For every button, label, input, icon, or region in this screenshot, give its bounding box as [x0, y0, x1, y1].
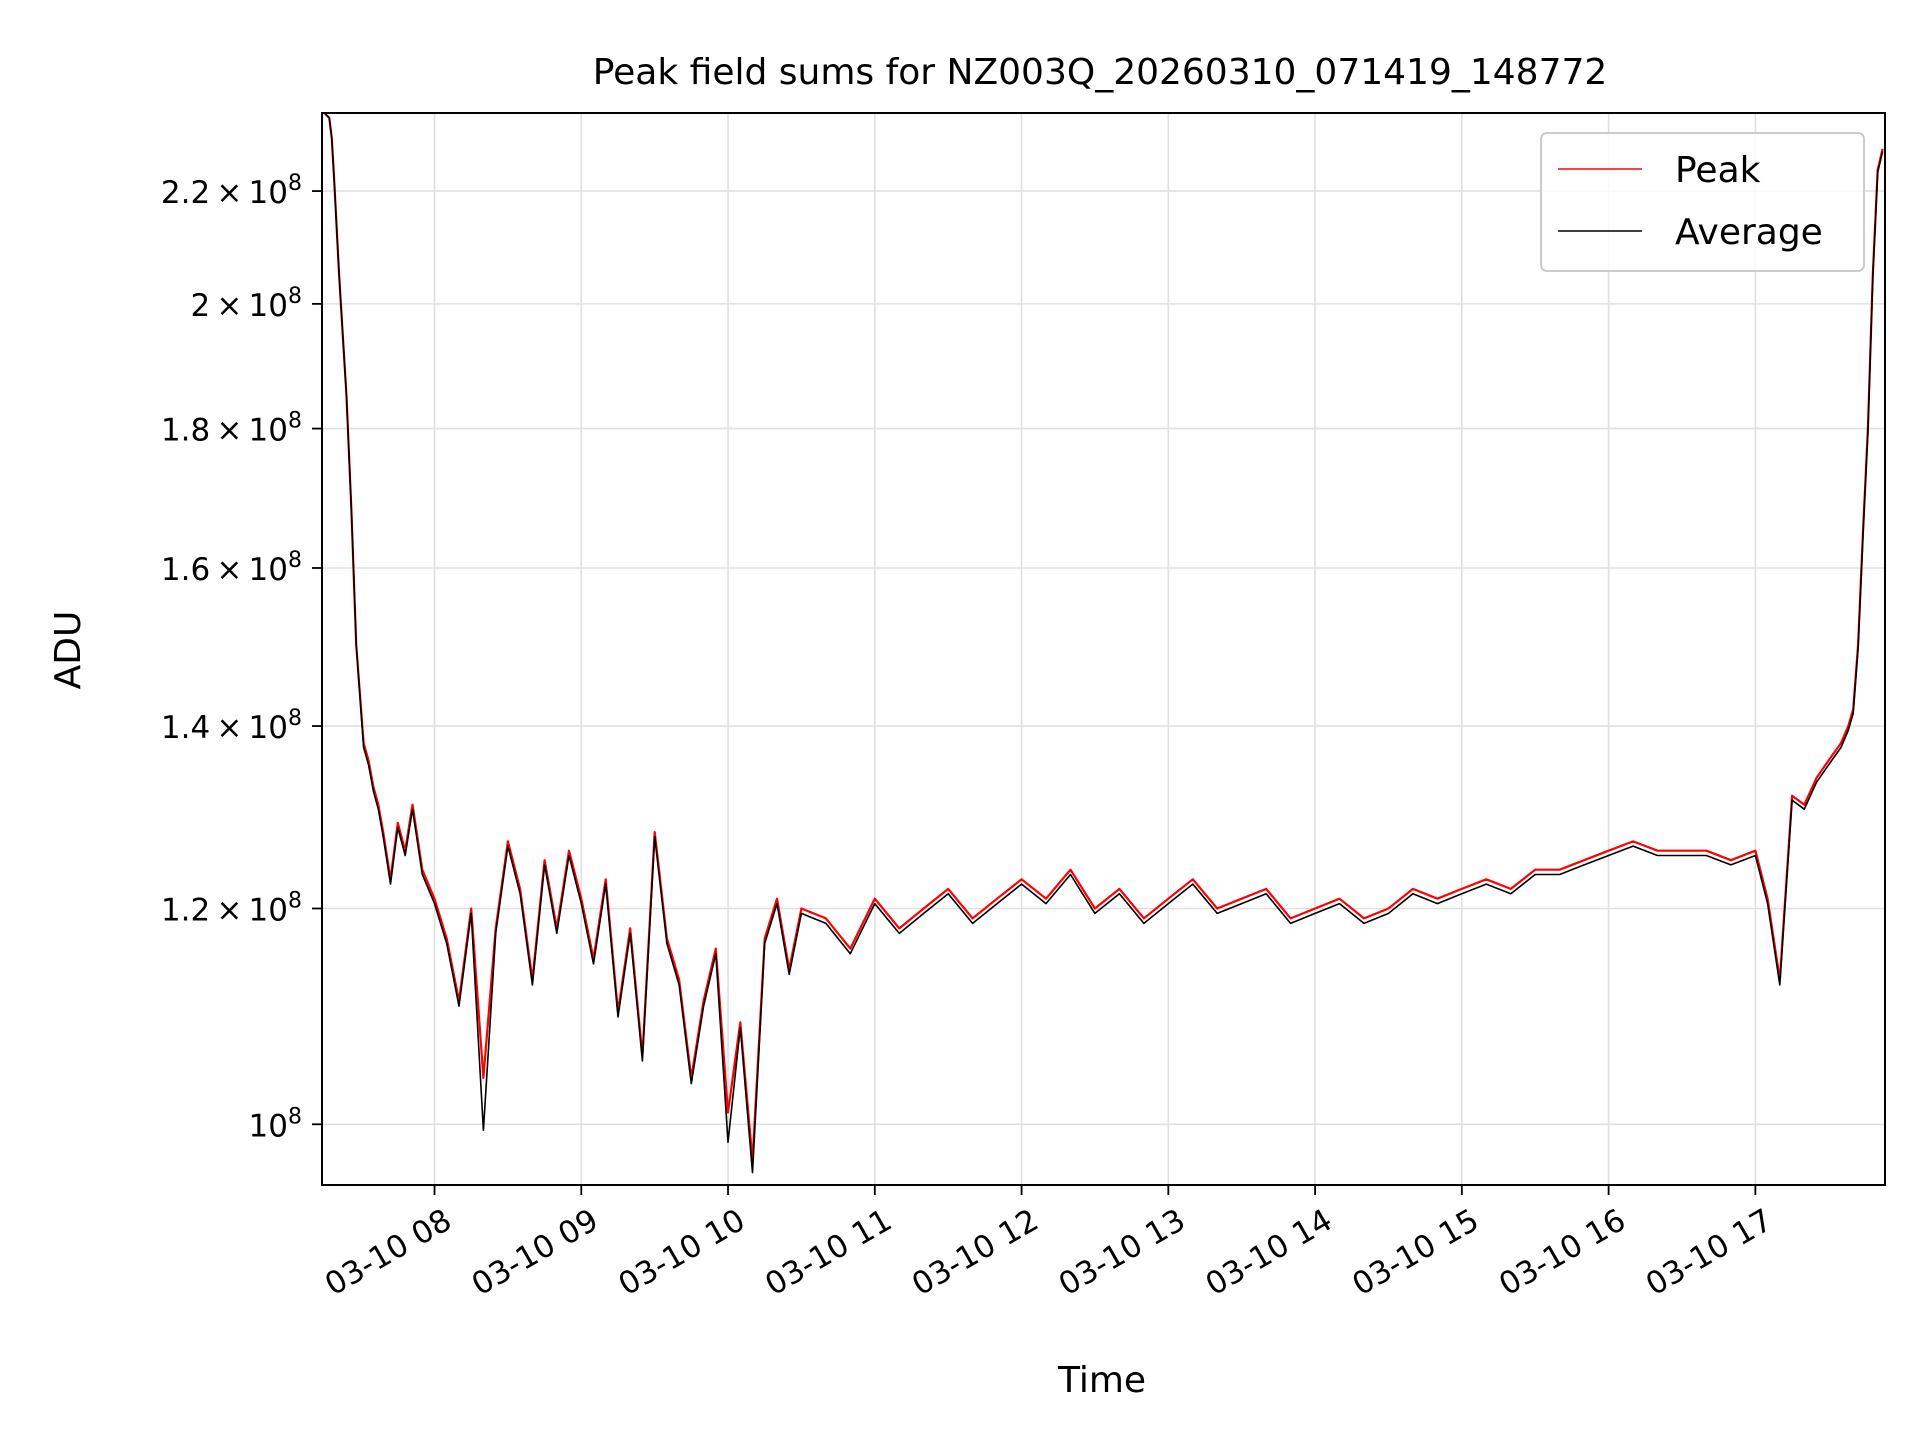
x-tick-label: 03-10 16	[1493, 1202, 1632, 1303]
legend: Peak Average	[1540, 132, 1865, 272]
x-tick-label: 03-10 11	[759, 1202, 898, 1303]
legend-label-average: Average	[1675, 212, 1823, 253]
x-tick-label: 03-10 15	[1346, 1202, 1485, 1303]
x-axis-ticks: 03-10 08 03-10 09 03-10 10 03-10 11 03-10 12…	[319, 1185, 1779, 1303]
y-tick-label: 1.4 × 108	[161, 706, 302, 746]
x-tick-label: 03-10 12	[906, 1202, 1045, 1303]
x-axis-title: Time	[1057, 1360, 1146, 1401]
y-axis-ticks: 108 1.2 × 108 1.4 × 108 1.6 × 108 1.8 × 108 2…	[161, 171, 322, 1144]
x-tick-label: 03-10 09	[466, 1202, 605, 1303]
x-tick-label: 03-10 10	[613, 1202, 752, 1303]
y-tick-label: 1.6 × 108	[161, 548, 302, 588]
y-tick-label: 1.8 × 108	[161, 409, 302, 449]
y-axis-title: ADU	[48, 611, 89, 690]
x-tick-label: 03-10 17	[1640, 1202, 1779, 1303]
series-lines	[323, 112, 1884, 1174]
x-tick-label: 03-10 08	[319, 1202, 458, 1303]
plot-frame	[321, 112, 1886, 1186]
chart-title: Peak field sums for NZ003Q_20260310_0714…	[593, 52, 1608, 93]
series-line-average	[323, 112, 1884, 1174]
legend-label-peak: Peak	[1675, 150, 1761, 191]
y-tick-label: 2.2 × 108	[161, 171, 302, 211]
legend-box	[1540, 132, 1865, 272]
y-tick-label: 108	[249, 1104, 302, 1144]
y-tick-label: 2 × 108	[190, 284, 302, 324]
grid	[322, 113, 1885, 1185]
x-tick-label: 03-10 13	[1053, 1202, 1192, 1303]
y-tick-label: 1.2 × 108	[161, 888, 302, 928]
x-tick-label: 03-10 14	[1200, 1202, 1339, 1303]
